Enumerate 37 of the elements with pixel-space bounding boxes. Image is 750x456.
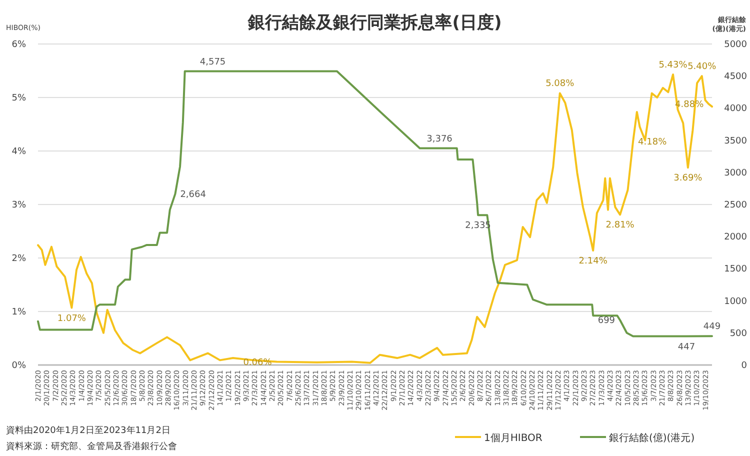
y-tick-label: 4% [12, 147, 26, 157]
data-label: 4,575 [200, 57, 226, 68]
data-label: 447 [678, 342, 696, 352]
y2-tick-label: 4000 [724, 104, 748, 114]
data-label: 699 [598, 316, 616, 326]
y2-tick-label: 5000 [724, 40, 748, 50]
chart-title: 銀行結餘及銀行同業拆息率(日度) [247, 13, 502, 33]
y-tick-label: 0% [12, 361, 26, 371]
y2-tick-label: 3500 [724, 136, 748, 146]
data-label: 2.14% [578, 256, 608, 267]
y2-tick-label: 500 [730, 328, 748, 339]
data-label: 3,376 [426, 134, 453, 144]
data-label: 2,664 [180, 190, 206, 200]
legend-label: 銀行結餘(億)(港元) [609, 432, 695, 444]
y-tick-label: 1% [12, 308, 26, 318]
legend-label: 1個月HIBOR [484, 433, 542, 444]
data-label: 5.40% [688, 62, 717, 72]
data-label: 3.69% [674, 174, 703, 184]
y-tick-label: 2% [12, 254, 26, 264]
data-label: 4.18% [638, 137, 668, 148]
y2-tick-label: 4500 [724, 72, 748, 82]
y-tick-label: 3% [12, 200, 26, 210]
y-tick-label: 5% [12, 94, 26, 104]
source-note: 資料來源：研究部、金管局及香港銀行公會 [6, 441, 177, 452]
data-label: 1.07% [57, 314, 86, 324]
data-label: 5.43% [658, 60, 688, 70]
y-tick-label: 6% [12, 40, 26, 50]
y2-tick-label: 1500 [724, 264, 748, 275]
y2-tick-label: 2000 [724, 232, 748, 243]
data-label: 2.81% [606, 220, 635, 231]
y2-tick-label: 2500 [724, 200, 748, 210]
text: 資料由2020年1月2日至2023年11月2日 [6, 425, 170, 436]
y2-tick-label: 3000 [724, 168, 748, 178]
y2-tick-label: 1000 [724, 296, 748, 307]
data-label: 5.08% [546, 79, 575, 90]
y2-tick-label: 0 [741, 361, 748, 371]
data-label: 449 [703, 322, 721, 332]
